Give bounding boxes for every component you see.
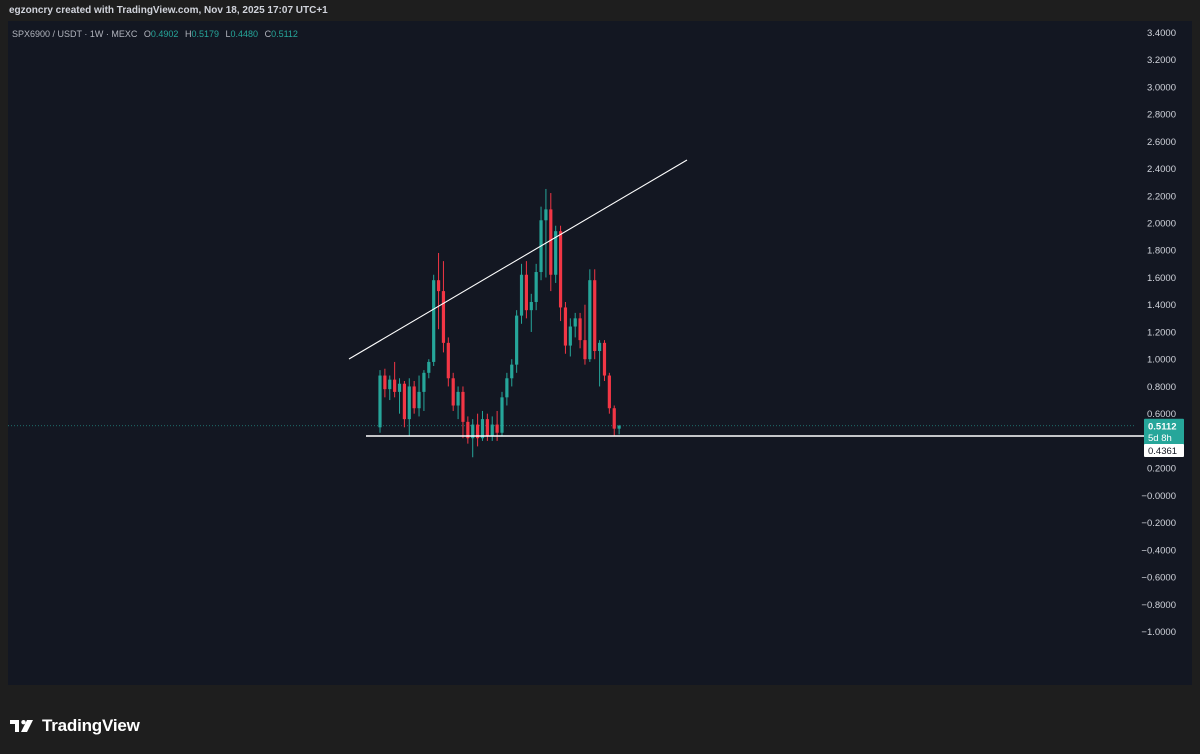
price-tick-label: 2.6000 xyxy=(1147,137,1176,148)
candle-body xyxy=(549,209,553,275)
candle-body xyxy=(490,424,494,436)
candle-body xyxy=(578,318,582,341)
candle-body xyxy=(456,391,460,406)
candle-body xyxy=(554,231,558,275)
author-credit: egzoncry created with TradingView.com, N… xyxy=(9,5,328,16)
candle-body xyxy=(519,274,524,316)
candle-body xyxy=(446,342,450,379)
candle-body xyxy=(505,378,509,398)
candle-body xyxy=(544,209,548,221)
price-tick-label: 2.0000 xyxy=(1147,219,1176,230)
candle-body xyxy=(422,372,426,392)
chart-header: egzoncry created with TradingView.com, N… xyxy=(0,0,1200,21)
price-tick-label: 0.8000 xyxy=(1147,382,1176,393)
price-tick-label: 3.4000 xyxy=(1147,28,1176,39)
countdown-label: 5d 8h xyxy=(1148,433,1172,444)
brand-name: TradingView xyxy=(42,716,140,735)
high-key: H xyxy=(184,29,192,39)
candle-body xyxy=(397,383,402,392)
candle-body xyxy=(495,424,499,433)
low-key: L xyxy=(225,29,231,39)
support-price-badge xyxy=(1144,444,1184,458)
price-tick-label: 0.2000 xyxy=(1147,464,1176,475)
footer: TradingView xyxy=(0,705,1200,754)
candle-body xyxy=(432,280,436,362)
tradingview-logo[interactable]: TradingView xyxy=(10,716,140,736)
candle-body xyxy=(534,272,538,302)
price-tick-label: −0.2000 xyxy=(1141,518,1176,529)
support-price-label: 0.4361 xyxy=(1148,446,1177,457)
candle-body xyxy=(393,379,397,392)
price-tick-label: 1.6000 xyxy=(1147,273,1176,284)
candle-body xyxy=(383,375,387,390)
price-tick-label: 2.8000 xyxy=(1147,110,1176,121)
price-tick-label: 1.0000 xyxy=(1147,355,1176,366)
candle-body xyxy=(480,419,485,439)
price-tick-label: 3.0000 xyxy=(1147,82,1176,93)
price-tick-label: 2.4000 xyxy=(1147,164,1176,175)
tradingview-logo-icon xyxy=(10,720,33,732)
candle-body xyxy=(612,408,616,429)
current-price-label: 0.5112 xyxy=(1148,421,1177,432)
open-value: 0.4902 xyxy=(150,29,179,39)
candle-body xyxy=(568,326,572,346)
price-tick-label: −0.4000 xyxy=(1141,545,1176,556)
price-tick-label: −0.8000 xyxy=(1141,600,1176,611)
candle-body xyxy=(476,424,480,439)
candle-body xyxy=(583,340,587,360)
candle-body xyxy=(427,361,431,373)
candle-body xyxy=(417,391,421,409)
price-tick-label: −0.6000 xyxy=(1141,573,1176,584)
candle-body xyxy=(602,342,607,376)
chart-area[interactable]: 3.80003.60003.40003.20003.00002.80002.60… xyxy=(8,21,1192,685)
candle-body xyxy=(436,280,441,292)
candle-body xyxy=(558,231,563,308)
candle-body xyxy=(573,318,577,327)
price-tick-label: 1.4000 xyxy=(1147,300,1176,311)
trendline xyxy=(348,159,688,360)
price-tick-label: −1.0000 xyxy=(1141,627,1176,638)
candle-body xyxy=(588,280,592,360)
price-tick-label: 0.6000 xyxy=(1147,409,1176,420)
high-value: 0.5179 xyxy=(191,29,219,39)
open-key: O xyxy=(143,29,151,39)
close-key: C xyxy=(264,29,272,39)
candle-body xyxy=(485,419,489,436)
price-tick-label: −0.0000 xyxy=(1141,491,1176,502)
candle-body xyxy=(407,386,411,420)
candle-body xyxy=(471,424,475,439)
ohlc-legend: SPX6900 / USDT · 1W · MEXC O0.4902 H0.51… xyxy=(12,29,298,39)
candle-body xyxy=(451,378,455,406)
candle-body xyxy=(500,397,504,433)
candle-body xyxy=(402,383,406,420)
candle-body xyxy=(441,291,446,343)
price-tick-label: 1.8000 xyxy=(1147,246,1176,257)
low-value: 0.4480 xyxy=(230,29,259,39)
candle-body xyxy=(598,342,602,352)
current-price-badge xyxy=(1144,418,1184,446)
candle-body xyxy=(388,379,392,390)
price-tick-label: 3.2000 xyxy=(1147,55,1176,66)
candle-body xyxy=(563,307,568,346)
symbol-label: SPX6900 / USDT · 1W · MEXC xyxy=(12,29,138,39)
candle-body xyxy=(378,375,382,428)
candle-body xyxy=(510,364,514,379)
candle-body xyxy=(529,301,533,311)
candlestick-chart[interactable]: 3.80003.60003.40003.20003.00002.80002.60… xyxy=(8,21,1192,685)
candle-body xyxy=(607,375,611,409)
candle-body xyxy=(593,280,597,352)
candle-body xyxy=(461,391,465,422)
candle-body xyxy=(466,421,470,439)
candle-body xyxy=(515,315,519,365)
candle-body xyxy=(617,425,621,429)
price-tick-label: 1.2000 xyxy=(1147,327,1176,338)
price-tick-label: 2.2000 xyxy=(1147,191,1176,202)
candle-body xyxy=(524,274,528,311)
close-value: 0.5112 xyxy=(271,29,298,39)
candle-body xyxy=(412,386,416,409)
